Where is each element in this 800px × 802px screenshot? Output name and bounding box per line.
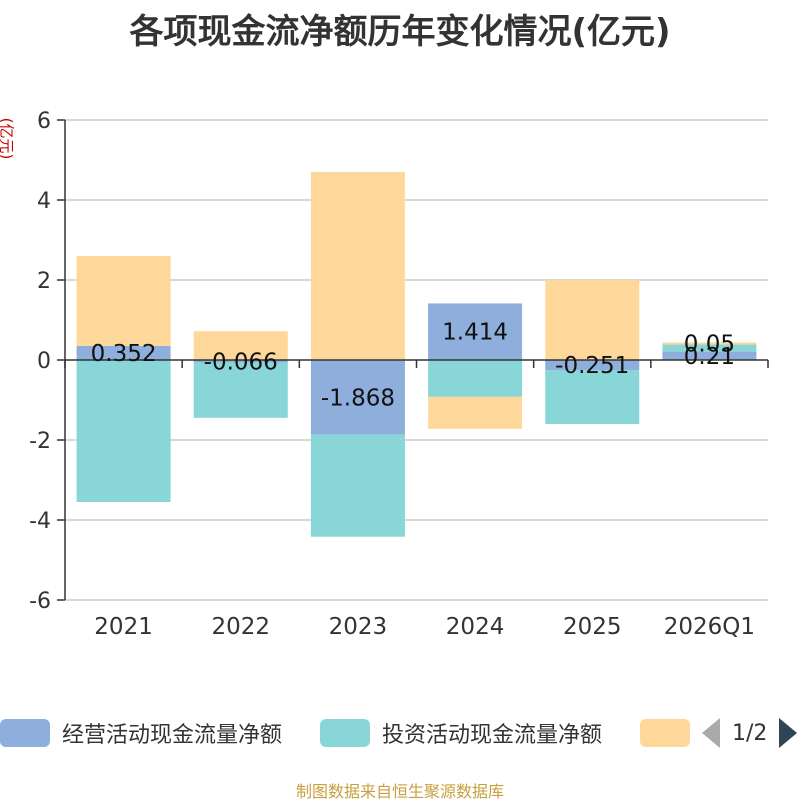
bar-segment <box>76 360 171 502</box>
legend-item-operating[interactable]: 经营活动现金流量净额 <box>0 718 282 748</box>
bar-segment <box>193 360 288 363</box>
legend-item-financing[interactable] <box>640 718 690 748</box>
legend-swatch-operating <box>0 719 50 747</box>
x-tick-label: 2026Q1 <box>664 614 755 640</box>
x-tick-label: 2021 <box>94 614 153 640</box>
y-tick-label: 0 <box>37 349 51 374</box>
data-label: 1.414 <box>442 320 508 346</box>
legend-label-investing: 投资活动现金流量净额 <box>382 723 603 748</box>
y-tick-label: -2 <box>29 429 51 454</box>
data-label: 0.21 <box>684 344 735 370</box>
x-tick-label: 2024 <box>446 614 505 640</box>
data-label: 0.352 <box>91 341 157 367</box>
data-label: 0.05 <box>684 331 735 357</box>
chart-title: 各项现金流净额历年变化情况(亿元) <box>129 12 671 52</box>
legend-swatch-investing <box>320 719 370 747</box>
x-tick-label: 2025 <box>563 614 622 640</box>
bar-segment <box>545 370 640 425</box>
data-source-note: 制图数据来自恒生聚源数据库 <box>295 782 504 801</box>
bar-segment <box>428 303 523 360</box>
bar-segment <box>545 280 640 360</box>
bar-segment <box>310 360 405 435</box>
bar-segment <box>193 362 288 418</box>
bar-segment <box>428 360 523 397</box>
legend-item-investing[interactable]: 投资活动现金流量净额 <box>320 718 602 748</box>
y-tick-label: 2 <box>37 269 51 294</box>
data-label: -0.066 <box>204 349 278 375</box>
y-axis-unit-label: (亿元) <box>0 117 16 160</box>
y-tick-label: -6 <box>29 589 51 614</box>
legend: 经营活动现金流量净额 投资活动现金流量净额 1/2 <box>0 716 800 756</box>
bar-segment <box>310 172 405 360</box>
x-tick-label: 2023 <box>329 614 388 640</box>
legend-label-operating: 经营活动现金流量净额 <box>62 723 283 748</box>
bar-segment <box>76 255 171 346</box>
bar-segment <box>662 351 757 360</box>
data-label: -0.251 <box>555 353 629 379</box>
legend-swatch-financing <box>640 719 690 747</box>
data-label: -1.868 <box>321 385 395 411</box>
bar-segment <box>193 331 288 360</box>
bar-segment <box>76 345 171 360</box>
y-tick-label: -4 <box>29 509 51 534</box>
legend-prev-page-icon[interactable] <box>702 718 720 748</box>
bar-segment <box>545 360 640 371</box>
legend-page-indicator: 1/2 <box>732 720 768 746</box>
legend-pager: 1/2 <box>700 718 800 748</box>
bar-segment <box>428 396 523 429</box>
y-tick-label: 4 <box>37 189 51 214</box>
x-tick-label: 2022 <box>211 614 270 640</box>
bar-segment <box>662 342 757 345</box>
y-tick-label: 6 <box>37 109 51 134</box>
bar-segment <box>662 344 757 352</box>
legend-next-page-icon[interactable] <box>779 718 798 748</box>
bar-segment <box>310 434 405 537</box>
